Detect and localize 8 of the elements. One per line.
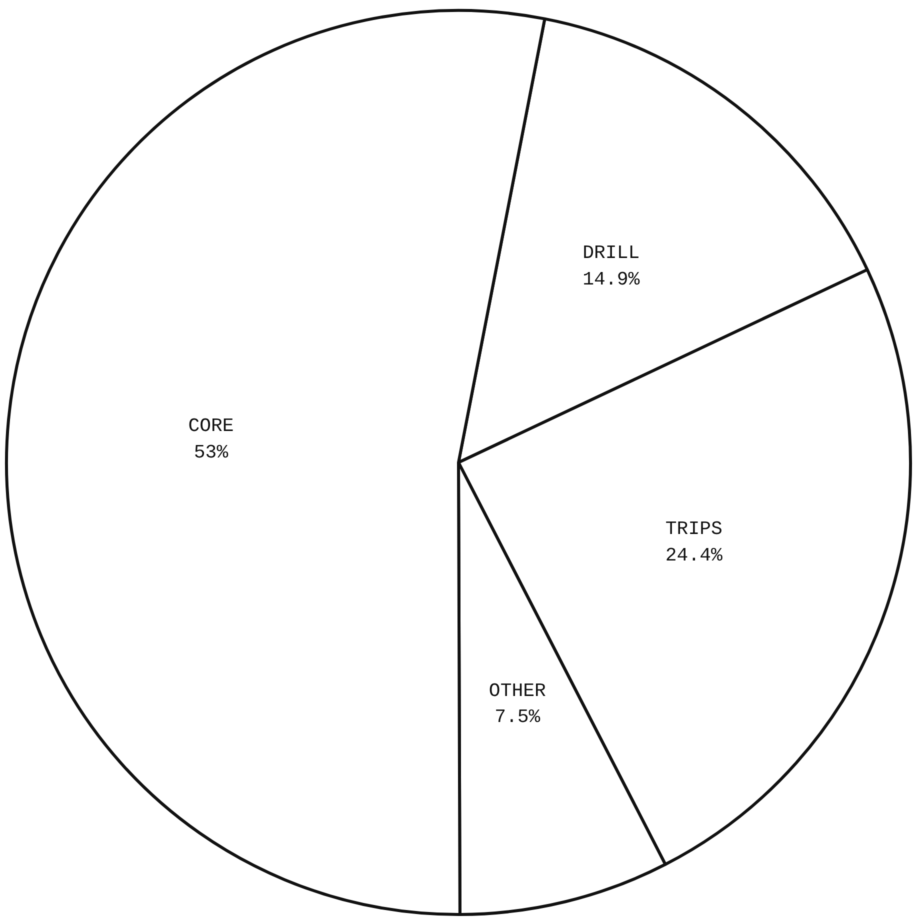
- data-label: 24.4%: [665, 544, 723, 567]
- data-label: 7.5%: [494, 706, 541, 728]
- data-label: 14.9%: [582, 268, 640, 290]
- slice-label: DRILL: [582, 242, 640, 264]
- data-label: 53%: [194, 441, 229, 464]
- slice-label: CORE: [188, 414, 234, 437]
- slice-label: TRIPS: [665, 518, 722, 540]
- slice-label: OTHER: [488, 680, 546, 702]
